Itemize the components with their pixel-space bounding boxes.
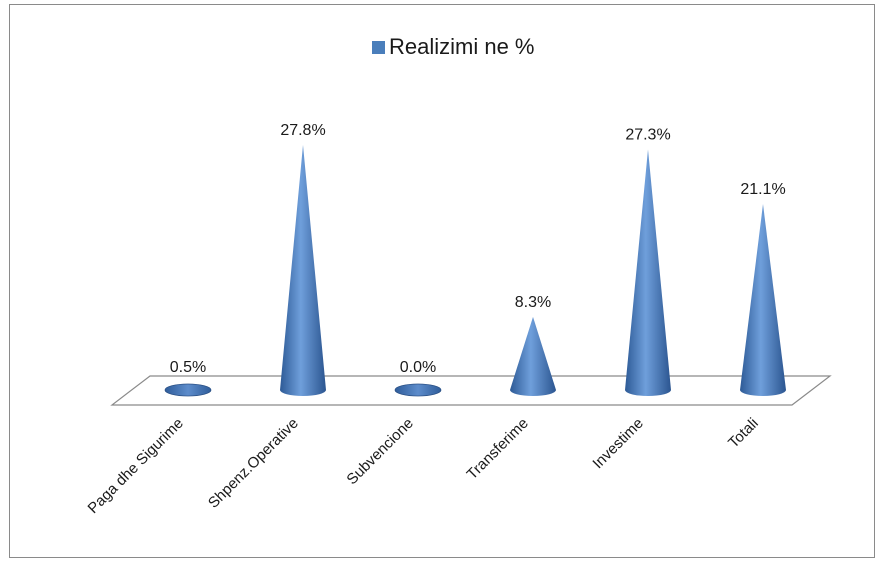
data-label-0: 0.5%	[170, 359, 206, 376]
cone-bar-3	[510, 316, 556, 396]
data-label-1: 27.8%	[280, 122, 325, 139]
category-label-5: Totali	[725, 415, 762, 452]
legend: Realizimi ne %	[372, 34, 535, 60]
data-label-4: 27.3%	[625, 126, 670, 143]
category-label-1: Shpenz.Operative	[205, 415, 302, 512]
category-label-4: Investime	[589, 415, 646, 472]
legend-swatch	[372, 40, 385, 54]
chart-frame	[9, 4, 875, 558]
legend-label: Realizimi ne %	[389, 34, 535, 59]
category-label-3: Transferime	[464, 415, 532, 483]
category-label-0: Paga dhe Sigurime	[85, 415, 187, 517]
cone-bar-5	[740, 204, 786, 396]
cone-bar-1	[280, 145, 326, 396]
floor-plane	[110, 375, 832, 406]
cone-bar-2	[394, 383, 442, 397]
cone-bar-4	[625, 149, 671, 396]
data-label-2: 0.0%	[400, 359, 436, 376]
cone-bar-0	[164, 383, 212, 397]
data-label-5: 21.1%	[740, 181, 785, 198]
data-label-3: 8.3%	[515, 294, 551, 311]
category-label-2: Subvencione	[343, 415, 416, 488]
